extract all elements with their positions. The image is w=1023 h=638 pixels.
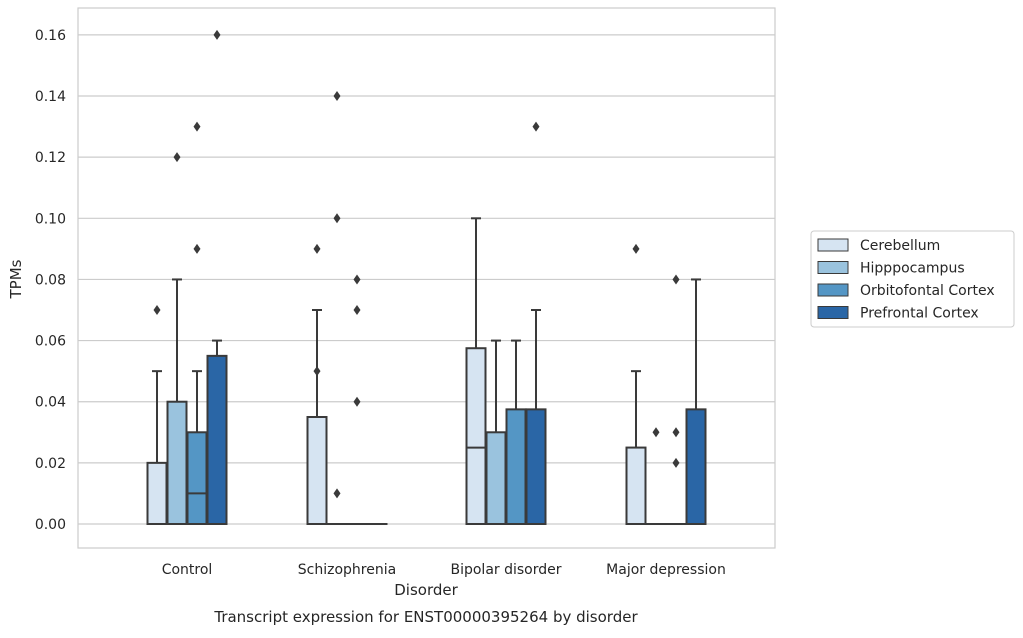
legend-swatch — [818, 262, 848, 274]
y-tick-label: 0.06 — [35, 334, 66, 350]
box-body — [507, 409, 526, 524]
box-body — [208, 356, 227, 524]
chart-title: Transcript expression for ENST0000039526… — [213, 608, 638, 626]
legend-entry: Cerebellum — [860, 238, 940, 254]
box-body — [487, 432, 506, 524]
y-tick-label: 0.00 — [35, 517, 66, 533]
y-tick-label: 0.08 — [35, 272, 66, 288]
box-body — [188, 432, 207, 524]
legend-entry: Prefrontal Cortex — [860, 306, 979, 322]
y-tick-label: 0.10 — [35, 211, 66, 227]
x-axis-label: Disorder — [394, 581, 458, 599]
x-tick-label: Major depression — [606, 562, 726, 578]
box-body — [467, 348, 486, 524]
legend: Cerebellum Hipppocampus Orbitofontal Corte… — [811, 231, 1014, 327]
x-tick-label: Schizophrenia — [298, 562, 396, 578]
y-tick-label: 0.14 — [35, 89, 66, 105]
y-tick-label: 0.02 — [35, 456, 66, 472]
y-axis-ticks: 0.00 0.02 0.04 0.06 0.08 0.10 0.12 0.14 0.16 — [35, 28, 66, 533]
x-tick-label: Control — [162, 562, 213, 578]
legend-entry: Orbitofontal Cortex — [860, 283, 995, 299]
x-tick-label: Bipolar disorder — [450, 562, 561, 578]
legend-entry: Hipppocampus — [860, 261, 965, 277]
y-tick-label: 0.16 — [35, 28, 66, 44]
box-body — [627, 448, 646, 524]
y-tick-label: 0.04 — [35, 395, 66, 411]
box-body — [687, 409, 706, 524]
y-axis-label: TPMs — [7, 259, 25, 299]
legend-swatch — [818, 307, 848, 319]
box-body — [148, 463, 167, 524]
box-body — [527, 409, 546, 524]
legend-swatch — [818, 239, 848, 251]
box-body — [168, 402, 187, 524]
legend-swatch — [818, 284, 848, 296]
y-tick-label: 0.12 — [35, 150, 66, 166]
box-body — [308, 417, 327, 524]
